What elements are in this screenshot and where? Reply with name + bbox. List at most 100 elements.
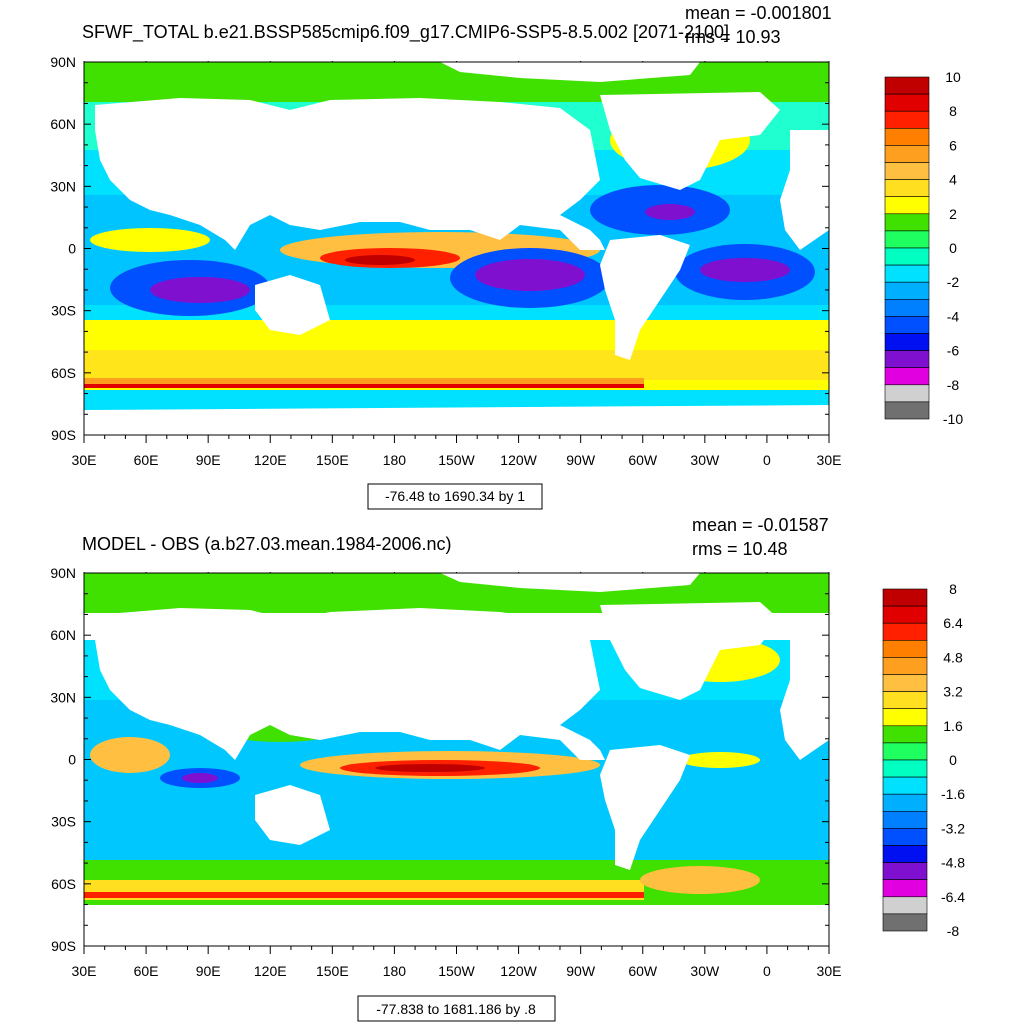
lat-label: 30N bbox=[50, 689, 76, 705]
colorbar-swatch bbox=[882, 725, 928, 744]
colorbar-swatch bbox=[884, 316, 930, 334]
colorbar-label: -8 bbox=[947, 923, 960, 939]
lon-label: 60E bbox=[134, 963, 159, 979]
colorbar-swatch bbox=[882, 674, 928, 692]
colorbar-label: 10 bbox=[945, 69, 961, 85]
bottom-mean: mean = -0.01587 bbox=[692, 515, 829, 535]
top-mean: mean = -0.001801 bbox=[685, 3, 832, 23]
colorbar-label: -3.2 bbox=[941, 820, 965, 836]
lat-label: 90S bbox=[51, 938, 76, 954]
top-range-text: -76.48 to 1690.34 by 1 bbox=[385, 488, 525, 504]
lon-label: 90W bbox=[566, 452, 596, 468]
colorbar-swatch bbox=[884, 384, 930, 403]
lat-label: 90N bbox=[50, 565, 76, 581]
colorbar-swatch bbox=[884, 110, 930, 129]
top-panel: SFWF_TOTAL b.e21.BSSP585cmip6.f09_g17.CM… bbox=[50, 3, 963, 510]
top-rms: rms = 10.93 bbox=[685, 27, 781, 47]
colorbar-swatch bbox=[882, 708, 928, 727]
lon-label: 90E bbox=[196, 963, 221, 979]
colorbar-swatch bbox=[882, 605, 928, 624]
colorbar-swatch bbox=[882, 793, 928, 812]
bottom-panel: MODEL - OBS (a.b27.03.mean.1984-2006.nc)… bbox=[50, 515, 965, 1022]
lon-label: 30E bbox=[72, 963, 97, 979]
colorbar-swatch bbox=[882, 913, 928, 932]
lat-label: 30S bbox=[51, 303, 76, 319]
colorbar-swatch bbox=[882, 879, 928, 898]
colorbar-label: -6 bbox=[947, 343, 960, 359]
colorbar-swatch bbox=[884, 145, 930, 163]
colorbar-label: 1.6 bbox=[943, 718, 963, 734]
top-map-field bbox=[84, 62, 829, 435]
colorbar-label: -2 bbox=[947, 274, 960, 290]
colorbar-swatch bbox=[882, 896, 928, 915]
lon-label: 150W bbox=[438, 963, 475, 979]
lon-label: 30W bbox=[690, 963, 720, 979]
lat-label: 90N bbox=[50, 54, 76, 70]
colorbar-label: 8 bbox=[949, 103, 957, 119]
colorbar-swatch bbox=[882, 657, 928, 675]
colorbar-label: 0 bbox=[949, 752, 957, 768]
colorbar-swatch bbox=[882, 810, 928, 829]
lat-label: 30S bbox=[51, 814, 76, 830]
colorbar-label: -6.4 bbox=[941, 889, 965, 905]
lon-label: 60W bbox=[628, 452, 658, 468]
lon-label: 120W bbox=[500, 963, 537, 979]
colorbar-label: 2 bbox=[949, 206, 957, 222]
colorbar-label: 3.2 bbox=[943, 684, 963, 700]
lon-label: 60E bbox=[134, 452, 159, 468]
colorbar-swatch bbox=[882, 776, 928, 795]
top-title: SFWF_TOTAL b.e21.BSSP585cmip6.f09_g17.CM… bbox=[82, 22, 729, 43]
colorbar-swatch bbox=[884, 162, 930, 180]
bottom-colorbar: 8 6.4 4.8 3.2 1.6 0 -1.6 -3.2 -4.8 -6.4 -8 bbox=[882, 581, 965, 939]
colorbar-swatch bbox=[882, 622, 928, 641]
bottom-title: MODEL - OBS (a.b27.03.mean.1984-2006.nc) bbox=[82, 534, 452, 554]
colorbar-label: 0 bbox=[949, 240, 957, 256]
bottom-range-box: -77.838 to 1681.186 by .8 bbox=[357, 995, 556, 1022]
top-lat-labels: 90N 60N 30N 0 30S 60S 90S bbox=[50, 54, 76, 443]
colorbar-swatch bbox=[884, 298, 930, 317]
colorbar-swatch bbox=[882, 862, 928, 880]
top-land-mask bbox=[84, 62, 829, 435]
lon-label: 30E bbox=[817, 452, 842, 468]
colorbar-swatch bbox=[882, 639, 928, 658]
lon-label: 30W bbox=[690, 452, 720, 468]
bottom-land-mask bbox=[84, 573, 829, 946]
colorbar-label: -4 bbox=[947, 308, 960, 324]
lon-label: 0 bbox=[763, 963, 771, 979]
colorbar-swatch bbox=[884, 401, 930, 420]
lon-label: 60W bbox=[628, 963, 658, 979]
top-lon-labels: 30E 60E 90E 120E 150E 180 150W 120W 90W 60W 30W 0 30… bbox=[72, 452, 842, 468]
colorbar-swatch bbox=[882, 588, 928, 607]
lon-label: 150W bbox=[438, 452, 475, 468]
colorbar-swatch bbox=[884, 196, 930, 215]
bottom-range-text: -77.838 to 1681.186 by .8 bbox=[376, 1001, 536, 1017]
lon-label: 180 bbox=[383, 963, 407, 979]
bottom-lon-labels: 30E 60E 90E 120E 150E 180 150W 120W 90W 60W 30W 0 30… bbox=[72, 963, 842, 979]
bottom-lat-labels: 90N 60N 30N 0 30S 60S 90S bbox=[50, 565, 76, 954]
colorbar-label: -1.6 bbox=[941, 786, 965, 802]
lat-label: 60N bbox=[50, 627, 76, 643]
colorbar-swatch bbox=[884, 247, 930, 266]
colorbar-swatch bbox=[884, 230, 930, 249]
lon-label: 90W bbox=[566, 963, 596, 979]
colorbar-swatch bbox=[882, 845, 928, 863]
colorbar-swatch bbox=[884, 367, 930, 386]
top-axis-ticks bbox=[83, 61, 830, 443]
lon-label: 0 bbox=[763, 452, 771, 468]
colorbar-swatch bbox=[884, 128, 930, 146]
colorbar-label: -4.8 bbox=[941, 855, 965, 871]
lon-label: 150E bbox=[316, 963, 349, 979]
colorbar-label: 4 bbox=[949, 172, 957, 188]
colorbar-swatch bbox=[884, 264, 930, 283]
bottom-axis-ticks bbox=[83, 572, 830, 954]
lat-label: 60S bbox=[51, 365, 76, 381]
colorbar-swatch bbox=[884, 213, 930, 232]
colorbar-label: 8 bbox=[949, 581, 957, 597]
colorbar-swatch bbox=[882, 828, 928, 846]
lon-label: 90E bbox=[196, 452, 221, 468]
lat-label: 0 bbox=[68, 752, 76, 768]
colorbar-swatch bbox=[884, 333, 930, 351]
colorbar-swatch bbox=[884, 281, 930, 300]
bottom-map-field bbox=[84, 573, 829, 946]
